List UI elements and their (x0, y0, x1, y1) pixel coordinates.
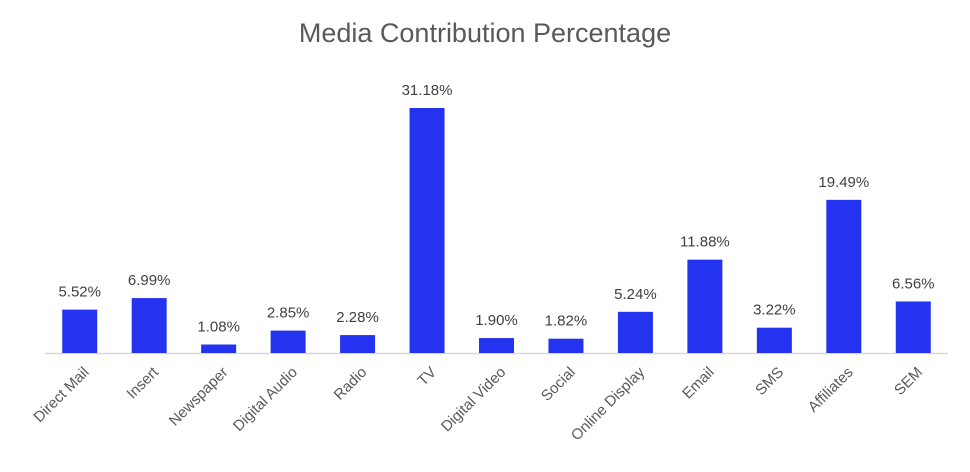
bar (479, 338, 514, 353)
bar (409, 108, 445, 353)
data-label: 2.28% (336, 309, 379, 326)
category-label: Radio (331, 364, 371, 404)
bar (548, 338, 584, 353)
bar (340, 335, 376, 353)
category-label: SEM (891, 364, 926, 399)
category-label: Direct Mail (30, 364, 92, 426)
bar (131, 298, 167, 353)
chart-title: Media Contribution Percentage (298, 18, 672, 48)
data-label: 3.22% (753, 302, 796, 319)
bar (201, 344, 237, 353)
category-label: Affiliates (805, 364, 857, 416)
bar (62, 309, 98, 353)
bar (617, 311, 653, 353)
data-label: 6.56% (892, 275, 935, 292)
bar (756, 327, 792, 353)
bar (826, 199, 862, 353)
data-label: 5.52% (58, 284, 101, 301)
category-label: Newspaper (166, 364, 232, 430)
category-label: Social (538, 364, 579, 405)
category-label: Email (679, 364, 718, 403)
data-label: 1.90% (475, 312, 518, 329)
category-label: Insert (123, 363, 162, 402)
data-label: 2.85% (267, 305, 310, 322)
category-label: TV (414, 364, 440, 390)
bar (687, 259, 723, 353)
data-label: 1.08% (197, 319, 240, 336)
category-label: Digital Audio (230, 364, 301, 435)
data-label: 11.88% (680, 234, 730, 251)
bar (270, 330, 306, 353)
data-label: 5.24% (614, 286, 657, 303)
data-label: 19.49% (818, 174, 869, 191)
category-label: Digital Video (438, 364, 509, 435)
bar (895, 301, 931, 353)
category-label: Online Display (568, 363, 649, 444)
data-label: 31.18% (402, 82, 453, 99)
data-label: 6.99% (128, 272, 171, 289)
data-label: 1.82% (545, 313, 588, 330)
category-label: SMS (752, 364, 787, 399)
